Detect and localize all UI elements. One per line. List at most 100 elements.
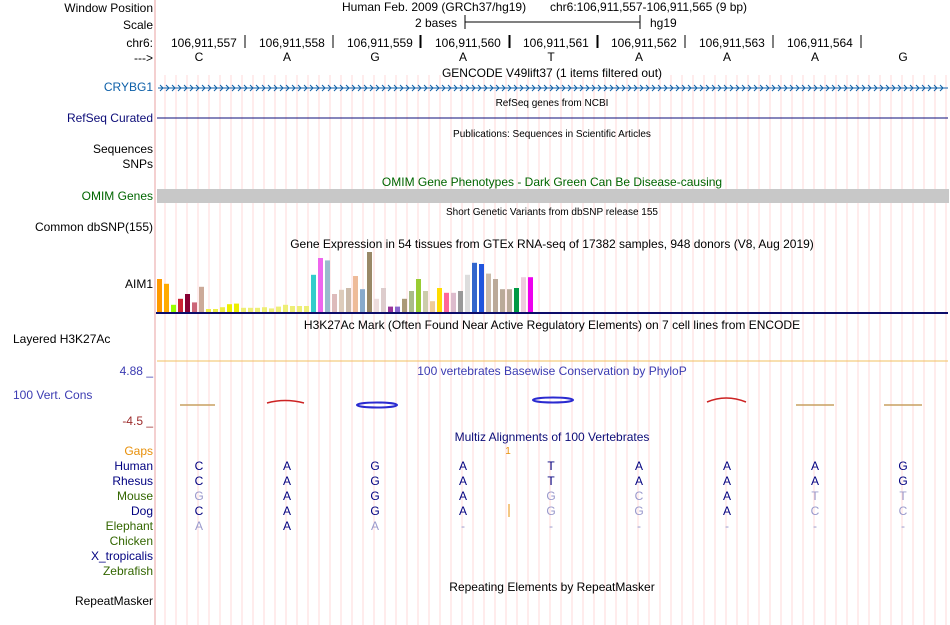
gtex-tissue-bar[interactable] xyxy=(479,264,484,312)
gtex-tissue-bar[interactable] xyxy=(472,262,477,312)
gtex-tissue-bar[interactable] xyxy=(374,298,379,312)
gtex-tissue-bar[interactable] xyxy=(339,289,344,312)
gtex-tissue-bar[interactable] xyxy=(500,289,505,312)
repeatmasker-track-title[interactable]: Repeating Elements by RepeatMasker xyxy=(449,580,655,594)
gtex-expression-bars[interactable] xyxy=(157,252,533,312)
omim-genes-label[interactable]: OMIM Genes xyxy=(81,189,153,203)
gtex-tissue-bar[interactable] xyxy=(192,302,197,312)
gtex-tissue-bar[interactable] xyxy=(332,294,337,312)
reference-base: A xyxy=(810,50,820,64)
gtex-tissue-bar[interactable] xyxy=(178,298,183,312)
aligned-base: G xyxy=(370,459,380,473)
gtex-tissue-bar[interactable] xyxy=(388,306,393,312)
dbsnp-track-title[interactable]: Short Genetic Variants from dbSNP releas… xyxy=(446,207,658,218)
gtex-tissue-bar[interactable] xyxy=(171,304,176,312)
gtex-tissue-bar[interactable] xyxy=(444,292,449,312)
species-label[interactable]: Rhesus xyxy=(112,474,153,488)
gtex-tissue-bar[interactable] xyxy=(367,252,372,312)
gtex-tissue-bar[interactable] xyxy=(199,286,204,312)
refseq-curated-label[interactable]: RefSeq Curated xyxy=(66,111,153,125)
species-label[interactable]: Elephant xyxy=(105,519,153,533)
aligned-base: A xyxy=(810,474,820,488)
gtex-tissue-bar[interactable] xyxy=(437,288,442,312)
gtex-tissue-bar[interactable] xyxy=(514,288,519,312)
gtex-tissue-bar[interactable] xyxy=(395,306,400,312)
species-label[interactable]: Chicken xyxy=(109,534,153,548)
gaps-label[interactable]: Gaps xyxy=(124,444,153,458)
gtex-tissue-bar[interactable] xyxy=(227,304,232,312)
gtex-tissue-bar[interactable] xyxy=(381,288,386,312)
gtex-tissue-bar[interactable] xyxy=(465,274,470,312)
species-label[interactable]: Human xyxy=(114,459,153,473)
snps-label[interactable]: SNPs xyxy=(122,157,153,171)
gtex-tissue-bar[interactable] xyxy=(269,308,274,312)
omim-phenotype-bar[interactable] xyxy=(157,189,949,203)
strand-arrow xyxy=(453,84,458,92)
species-label[interactable]: Mouse xyxy=(116,489,153,503)
gtex-tissue-bar[interactable] xyxy=(283,304,288,312)
gtex-tissue-bar[interactable] xyxy=(423,291,428,312)
gtex-tissue-bar[interactable] xyxy=(248,307,253,312)
gtex-tissue-bar[interactable] xyxy=(311,274,316,312)
gtex-tissue-bar[interactable] xyxy=(486,273,491,312)
gtex-tissue-bar[interactable] xyxy=(458,291,463,312)
gencode-track-title[interactable]: GENCODE V49lift37 (1 items filtered out) xyxy=(441,66,663,80)
gtex-tissue-bar[interactable] xyxy=(290,306,295,312)
gtex-tissue-bar[interactable] xyxy=(416,279,421,312)
strand-arrow xyxy=(381,84,386,92)
gtex-tissue-bar[interactable] xyxy=(297,306,302,312)
gtex-track-title[interactable]: Gene Expression in 54 tissues from GTEx … xyxy=(290,237,814,251)
gtex-tissue-bar[interactable] xyxy=(255,307,260,312)
omim-track-title[interactable]: OMIM Gene Phenotypes - Dark Green Can Be… xyxy=(381,175,723,189)
strand-arrow xyxy=(639,84,644,92)
gtex-tissue-bar[interactable] xyxy=(157,279,162,312)
gtex-tissue-bar[interactable] xyxy=(276,306,281,312)
gtex-tissue-bar[interactable] xyxy=(528,277,533,312)
gtex-tissue-bar[interactable] xyxy=(409,291,414,312)
gtex-tissue-bar[interactable] xyxy=(451,292,456,312)
gtex-tissue-bar[interactable] xyxy=(430,301,435,312)
common-dbsnp-label[interactable]: Common dbSNP(155) xyxy=(34,220,153,234)
sequences-label[interactable]: Sequences xyxy=(92,142,153,156)
strand-arrow xyxy=(615,84,620,92)
gtex-tissue-bar[interactable] xyxy=(346,288,351,312)
species-label[interactable]: Dog xyxy=(130,504,153,518)
h3k27ac-track-title[interactable]: H3K27Ac Mark (Often Found Near Active Re… xyxy=(303,318,801,332)
gtex-tissue-bar[interactable] xyxy=(241,307,246,312)
refseq-track-title[interactable]: RefSeq genes from NCBI xyxy=(495,98,609,109)
phylop-label[interactable]: 100 Vert. Cons xyxy=(13,388,93,402)
gtex-tissue-bar[interactable] xyxy=(234,303,239,312)
gtex-tissue-bar[interactable] xyxy=(325,260,330,312)
aligned-base: A xyxy=(722,474,732,488)
strand-arrow xyxy=(303,84,308,92)
gtex-tissue-bar[interactable] xyxy=(318,258,323,312)
crybg1-gene-label[interactable]: CRYBG1 xyxy=(103,80,153,94)
species-label[interactable]: X_tropicalis xyxy=(90,549,153,563)
gtex-tissue-bar[interactable] xyxy=(262,307,267,312)
gtex-tissue-bar[interactable] xyxy=(164,283,169,312)
gtex-tissue-bar[interactable] xyxy=(360,289,365,312)
phylop-track-title[interactable]: 100 vertebrates Basewise Conservation by… xyxy=(417,364,687,378)
gtex-tissue-bar[interactable] xyxy=(493,279,498,312)
aligned-base: G xyxy=(370,504,380,518)
repeatmasker-label[interactable]: RepeatMasker xyxy=(74,594,153,608)
gtex-tissue-bar[interactable] xyxy=(402,298,407,312)
gtex-tissue-bar[interactable] xyxy=(206,309,211,312)
gtex-tissue-bar[interactable] xyxy=(220,307,225,312)
gtex-tissue-bar[interactable] xyxy=(213,309,218,312)
layered-h3k27ac-label[interactable]: Layered H3K27Ac xyxy=(13,332,111,346)
species-label[interactable]: Zebrafish xyxy=(102,564,153,578)
coordinate-label: 106,911,561 xyxy=(523,36,589,50)
publications-track-title[interactable]: Publications: Sequences in Scientific Ar… xyxy=(453,129,651,140)
gtex-tissue-bar[interactable] xyxy=(185,294,190,312)
aim1-gene-label[interactable]: AIM1 xyxy=(124,277,153,291)
gtex-tissue-bar[interactable] xyxy=(507,289,512,312)
aligned-base: A xyxy=(458,489,468,503)
strand-arrow xyxy=(339,84,344,92)
multiz-track-title[interactable]: Multiz Alignments of 100 Vertebrates xyxy=(454,430,650,444)
aligned-base: G xyxy=(634,504,644,518)
gtex-tissue-bar[interactable] xyxy=(304,306,309,312)
gtex-tissue-bar[interactable] xyxy=(521,277,526,312)
gtex-tissue-bar[interactable] xyxy=(353,276,358,312)
